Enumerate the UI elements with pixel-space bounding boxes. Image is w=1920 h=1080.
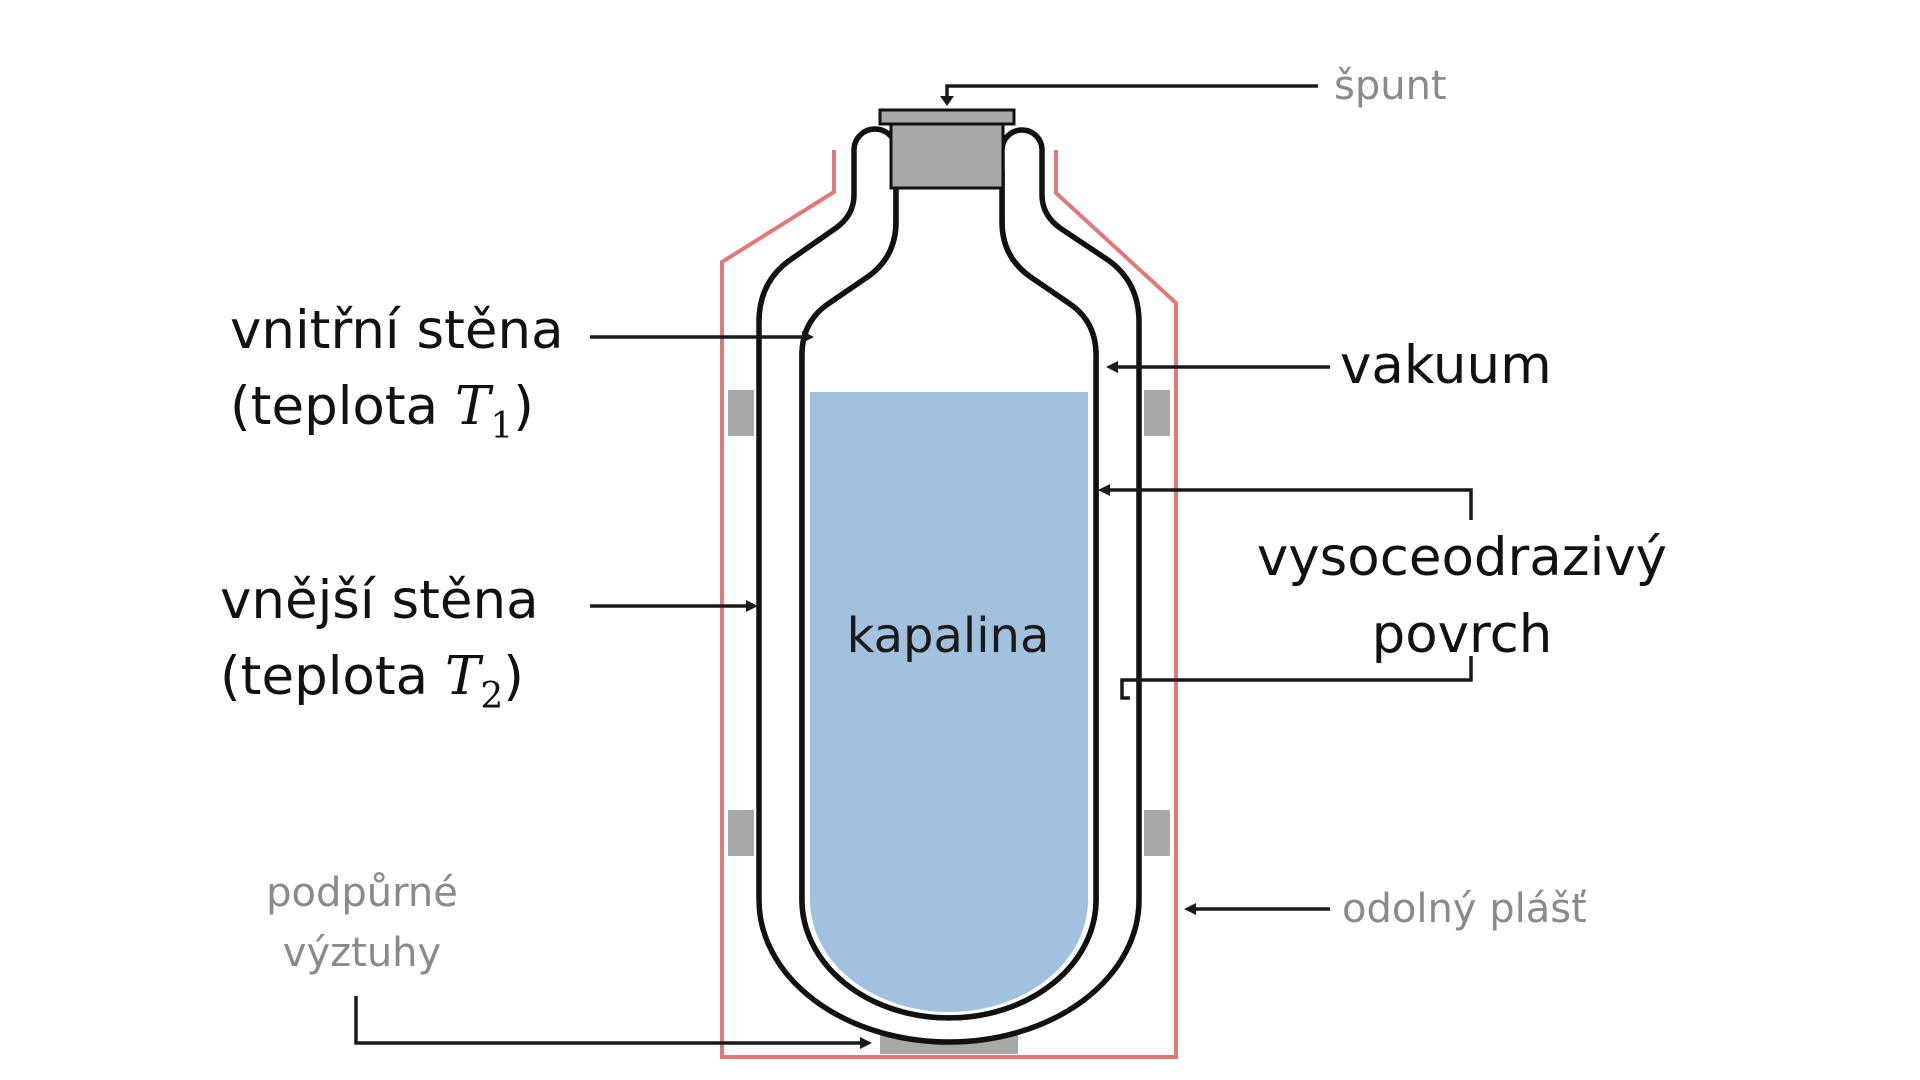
label-reflective-line2: povrch <box>1372 604 1553 665</box>
support-brace-right-upper <box>1144 390 1170 436</box>
cork-plug <box>889 122 1005 190</box>
inner-wall-temp-prefix: (teplota <box>230 376 455 437</box>
leader-casing <box>1184 903 1330 915</box>
label-inner-wall-line2: (teplota T1) <box>230 376 534 447</box>
outer-wall-temp-suffix: ) <box>503 646 524 707</box>
leader-vacuum <box>1106 361 1330 373</box>
inner-wall-temp-symbol: T <box>455 376 494 437</box>
label-vacuum: vakuum <box>1340 335 1552 396</box>
outer-wall-temp-prefix: (teplota <box>220 646 445 707</box>
label-outer-wall-line2: (teplota T2) <box>220 646 524 717</box>
outer-wall-temp-symbol: T <box>445 646 484 707</box>
label-supports-line2: výztuhy <box>283 930 441 976</box>
label-supports-line1: podpůrné <box>266 870 458 916</box>
leader-outer-wall <box>590 600 758 612</box>
support-brace-right-lower <box>1144 810 1170 856</box>
outer-wall-temp-subscript: 2 <box>480 676 503 717</box>
leader-inner-wall <box>590 331 814 343</box>
label-liquid: kapalina <box>847 608 1050 664</box>
support-brace-left-upper <box>728 390 754 436</box>
protective-casing <box>720 150 1178 1059</box>
support-brace-left-lower <box>728 810 754 856</box>
inner-wall-temp-subscript: 1 <box>490 406 513 447</box>
label-casing: odolný plášť <box>1342 886 1587 932</box>
leader-reflective <box>1098 484 1473 700</box>
label-cork: špunt <box>1334 63 1447 109</box>
label-outer-wall-line1: vnější stěna <box>220 570 539 631</box>
label-reflective-line1: vysoceodrazivý <box>1257 527 1667 588</box>
label-inner-wall-line1: vnitřní stěna <box>230 300 564 361</box>
cork-cap <box>878 108 1016 126</box>
leader-supports <box>354 996 872 1049</box>
inner-wall-temp-suffix: ) <box>513 376 534 437</box>
leader-cork <box>940 84 1318 106</box>
liquid <box>810 392 1088 1012</box>
